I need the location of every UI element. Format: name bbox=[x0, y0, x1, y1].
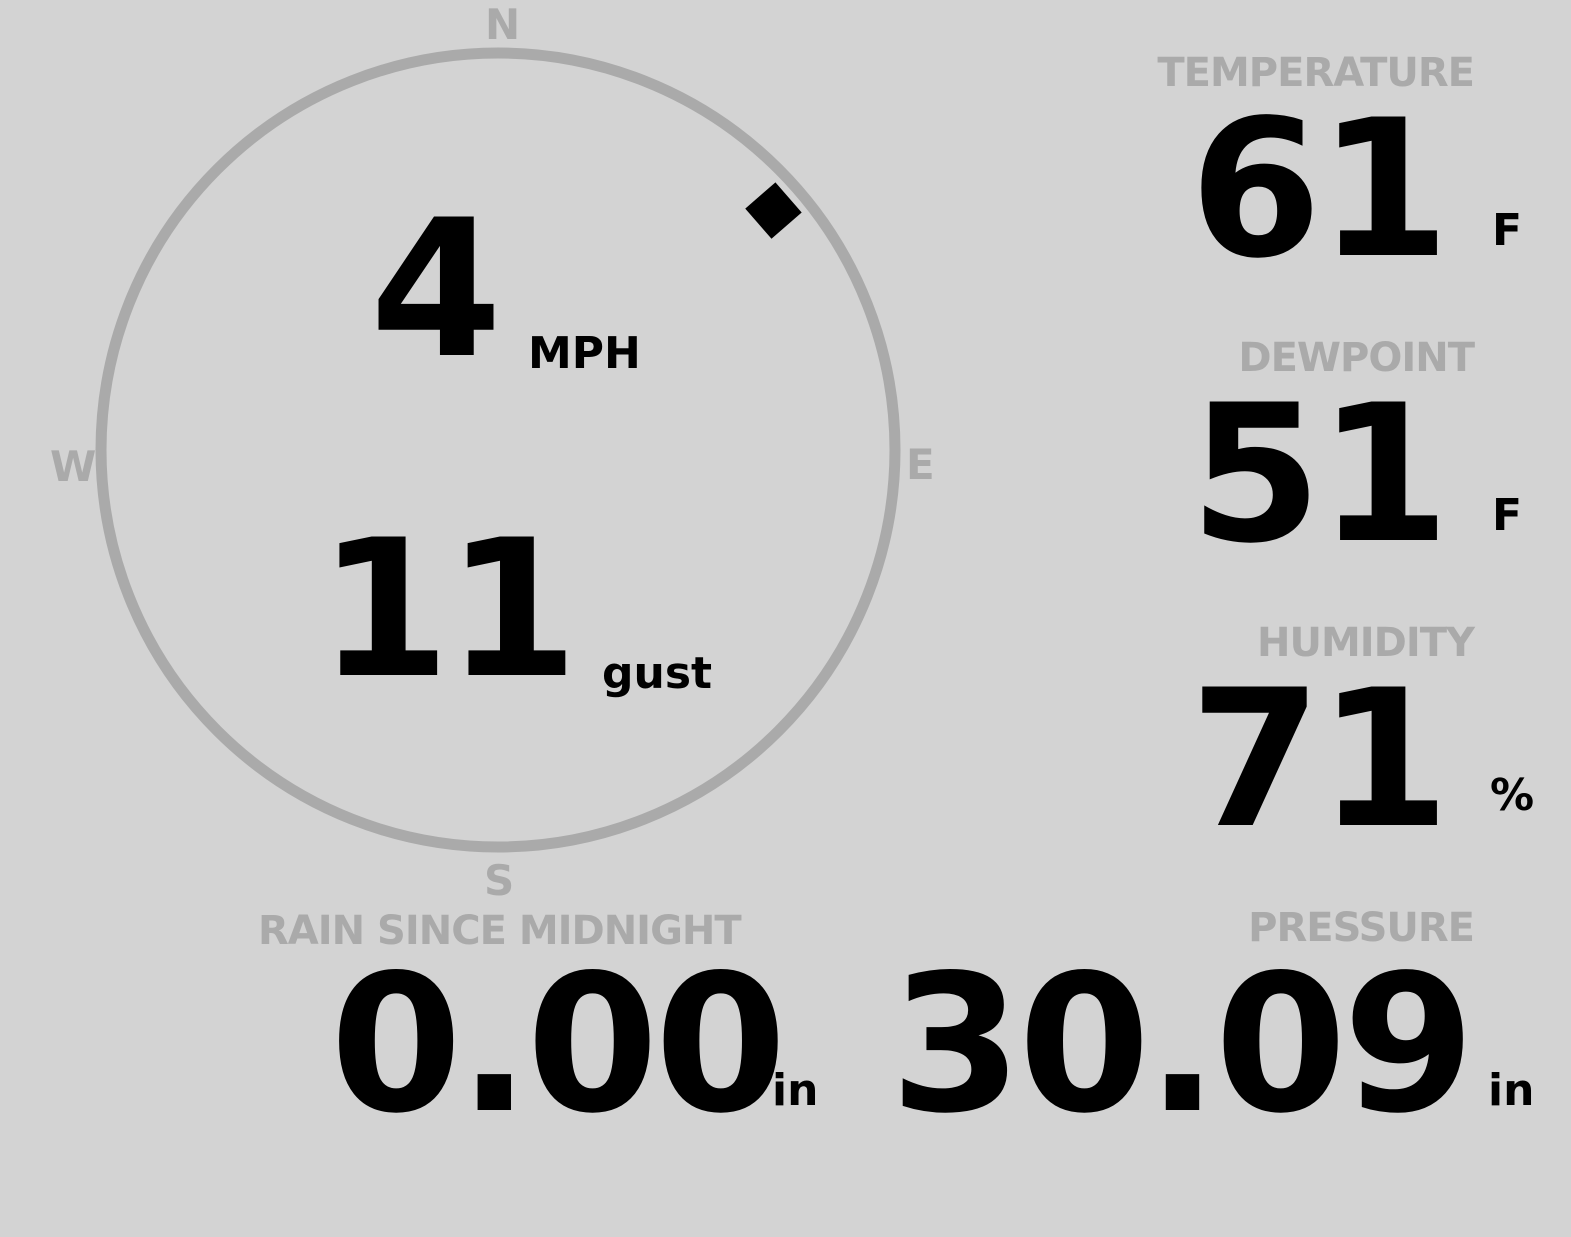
compass-west: W bbox=[50, 442, 97, 491]
pressure-unit: in bbox=[1488, 1065, 1535, 1116]
rain-label: RAIN SINCE MIDNIGHT bbox=[258, 908, 742, 954]
compass-north: N bbox=[485, 0, 521, 49]
compass-ring bbox=[95, 47, 901, 853]
wind-speed-value: 4 bbox=[370, 179, 502, 400]
temperature-label: TEMPERATURE bbox=[1157, 50, 1475, 96]
temperature-unit: F bbox=[1492, 205, 1523, 256]
temperature-value: 61 bbox=[1189, 79, 1450, 300]
dewpoint-unit: F bbox=[1492, 490, 1523, 541]
wind-speed-unit: MPH bbox=[528, 328, 641, 379]
compass-east: E bbox=[906, 440, 935, 489]
rain-value: 0.00 bbox=[330, 934, 787, 1155]
dewpoint-label: DEWPOINT bbox=[1238, 335, 1475, 381]
pressure-label: PRESSURE bbox=[1248, 905, 1475, 951]
pressure-value: 30.09 bbox=[890, 934, 1475, 1155]
humidity-value: 71 bbox=[1189, 649, 1450, 870]
wind-gust-value: 11 bbox=[318, 499, 578, 720]
dewpoint-value: 51 bbox=[1189, 364, 1450, 585]
humidity-unit: % bbox=[1490, 770, 1535, 821]
humidity-label: HUMIDITY bbox=[1257, 620, 1475, 666]
wind-direction-marker bbox=[745, 182, 802, 239]
wind-gust-label: gust bbox=[602, 648, 713, 699]
rain-unit: in bbox=[772, 1065, 819, 1116]
compass-south: S bbox=[484, 856, 515, 905]
